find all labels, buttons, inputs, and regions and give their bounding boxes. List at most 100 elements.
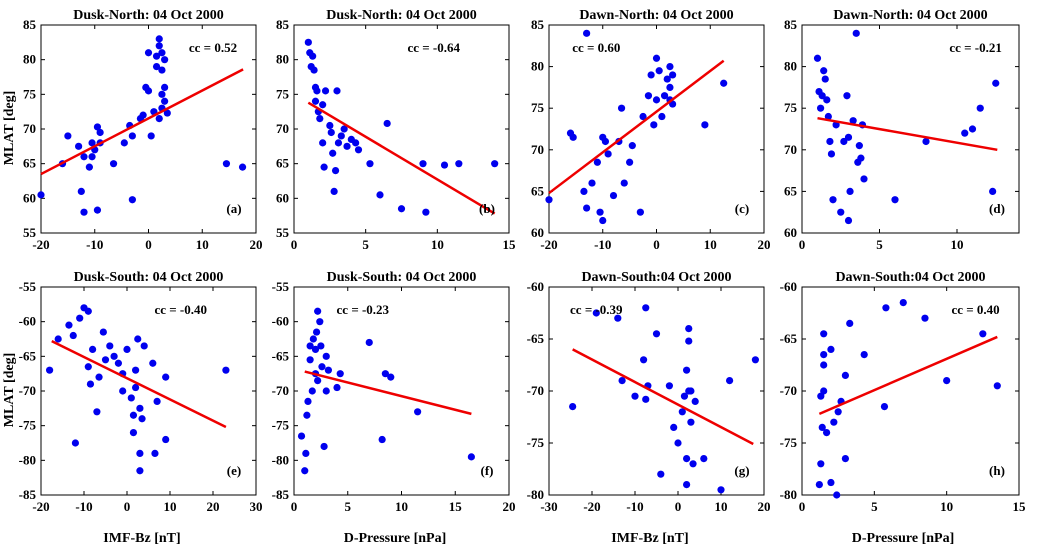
panel-label: (a) [226, 201, 241, 216]
correlation-coefficient: cc = 0.40 [951, 302, 999, 317]
data-point [593, 158, 601, 166]
y-tick-label: -60 [272, 314, 289, 329]
y-tick-label: 60 [784, 225, 797, 240]
data-point [604, 150, 612, 158]
data-point [147, 132, 155, 140]
data-point [992, 79, 1000, 87]
x-tick-label: -10 [86, 237, 103, 252]
y-tick-label: -80 [527, 487, 544, 502]
data-point [106, 342, 114, 350]
data-point [968, 125, 977, 133]
x-tick-label: -20 [32, 499, 49, 514]
y-tick-label: -75 [272, 418, 290, 433]
data-point [89, 345, 97, 353]
data-point [599, 216, 607, 225]
data-point [84, 307, 92, 315]
data-point [422, 208, 430, 216]
data-point [337, 132, 345, 140]
data-point [642, 304, 650, 312]
data-point [222, 366, 230, 374]
data-point [309, 52, 317, 60]
data-point [301, 467, 309, 475]
data-point [37, 191, 45, 199]
x-tick-label: 0 [291, 499, 298, 514]
data-point [88, 139, 96, 147]
data-point [321, 87, 330, 95]
y-tick-label: 70 [531, 142, 544, 157]
data-point [846, 187, 854, 195]
y-tick-label: 65 [531, 183, 545, 198]
data-point [833, 491, 841, 499]
data-point [161, 56, 169, 64]
data-point [820, 387, 828, 395]
panel-label: (f) [481, 463, 494, 478]
data-point [596, 208, 604, 216]
x-tick-label: 30 [250, 499, 263, 514]
data-point [841, 371, 850, 379]
data-point [144, 87, 153, 95]
data-point [326, 121, 334, 130]
x-tick-label: 10 [940, 499, 953, 514]
y-tick-label: 70 [276, 121, 289, 136]
x-tick-label: 10 [395, 499, 408, 514]
data-point [101, 356, 110, 364]
data-point [652, 54, 661, 62]
data-point [340, 125, 348, 133]
data-point [666, 63, 674, 71]
x-tick-label: 20 [250, 237, 263, 252]
data-point [120, 139, 128, 147]
x-tick-label: 20 [758, 237, 771, 252]
data-point [993, 382, 1001, 390]
y-tick-label: -80 [272, 452, 289, 467]
data-point [455, 160, 463, 168]
data-point [324, 366, 332, 374]
data-point [820, 330, 828, 338]
data-point [717, 486, 725, 494]
panel-label: (e) [227, 463, 241, 478]
data-point [665, 382, 674, 390]
data-point [161, 97, 169, 105]
data-point [317, 342, 325, 350]
data-point [158, 90, 166, 98]
data-point [134, 335, 142, 343]
data-point [155, 42, 163, 50]
x-tick-label: 15 [503, 237, 517, 252]
data-point [352, 139, 360, 147]
data-point [152, 63, 161, 71]
data-point [891, 196, 899, 204]
data-point [583, 29, 591, 37]
data-point [674, 439, 682, 447]
data-point [65, 321, 73, 329]
plot-frame [40, 286, 257, 496]
y-tick-label: -70 [780, 383, 797, 398]
y-tick-label: -70 [19, 383, 36, 398]
data-point [316, 115, 324, 123]
data-point [343, 142, 351, 150]
data-point [569, 133, 577, 141]
data-point [751, 356, 760, 364]
data-point [334, 139, 343, 147]
x-tick-label: -20 [540, 237, 557, 252]
data-point [685, 325, 693, 333]
data-point [114, 359, 122, 367]
x-tick-label: 10 [196, 237, 209, 252]
data-point [636, 208, 644, 216]
data-point [687, 387, 695, 395]
plot-frame [801, 286, 1020, 496]
x-tick-label: 20 [758, 499, 771, 514]
data-point [683, 366, 691, 374]
data-point [336, 370, 344, 378]
data-point [846, 319, 854, 327]
data-point [860, 351, 868, 359]
data-point [69, 331, 77, 340]
panel-7: Dawn-South:04 Oct 2000 -30 -20 -10 0 10 20 -80 -… [527, 270, 771, 514]
data-point [701, 121, 709, 129]
data-point [652, 96, 661, 104]
data-point [628, 142, 636, 150]
data-point [310, 66, 318, 74]
y-axis-label-bottom: MLAT [deg] [2, 353, 17, 428]
y-tick-label: -75 [19, 418, 37, 433]
data-point [678, 408, 686, 416]
x-tick-label: 0 [799, 237, 806, 252]
data-point [163, 109, 171, 117]
